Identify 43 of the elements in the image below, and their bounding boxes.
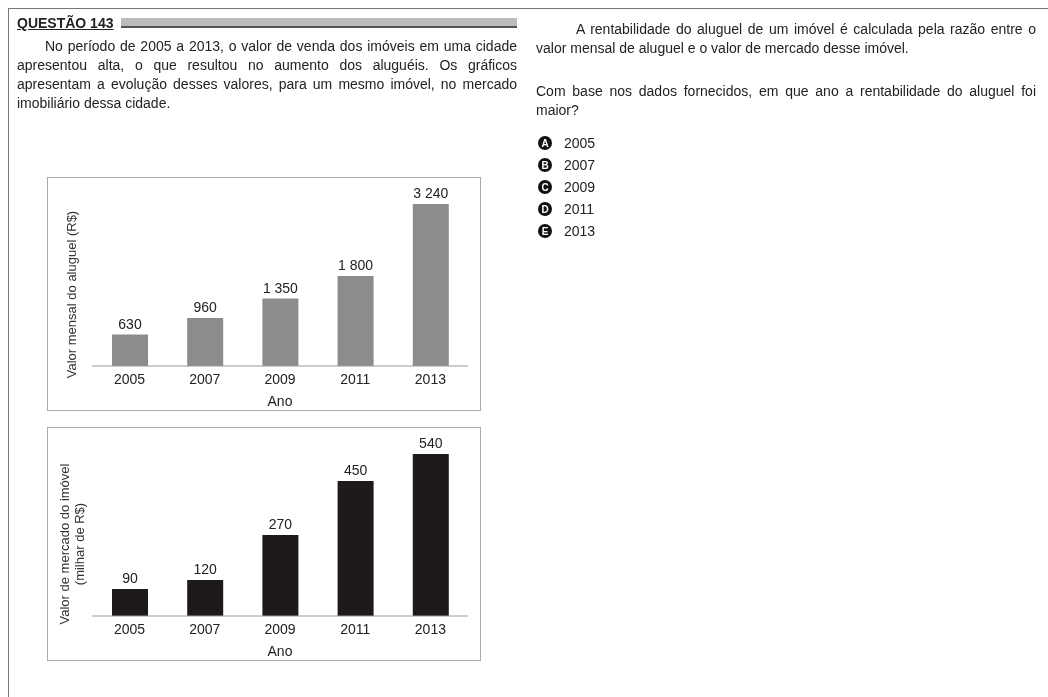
x-tick-label: 2013 <box>414 620 447 637</box>
x-tick-label: 2007 <box>189 620 221 637</box>
data-label: 1 800 <box>338 257 374 273</box>
bar <box>187 318 224 366</box>
chart-title: QUESTÃO 143 <box>17 15 114 31</box>
bar <box>337 276 374 366</box>
data-label: 630 <box>118 315 142 332</box>
text: B 2007 <box>541 157 596 173</box>
x-tick-label: 2011 <box>340 370 371 387</box>
data-label: 960 <box>193 299 218 315</box>
data-label: 120 <box>193 561 218 577</box>
bar <box>112 334 148 366</box>
text: E 2013 <box>541 223 596 239</box>
bar <box>412 454 449 616</box>
text: A 2005 <box>541 135 596 151</box>
text: D 2011 <box>541 201 595 217</box>
data-label: 90 <box>122 570 138 586</box>
data-label: 540 <box>419 435 443 451</box>
data-label: 450 <box>343 462 368 478</box>
bar <box>262 298 299 366</box>
bar <box>112 589 148 616</box>
x-axis-title: Ano <box>267 393 293 409</box>
x-tick-label: 2007 <box>189 370 221 387</box>
x-tick-label: 2013 <box>414 370 447 387</box>
x-tick-label: 2011 <box>340 620 371 637</box>
x-tick-label: 2005 <box>114 370 146 387</box>
text: Com base nos dados fornecidos, em que ano a rentabilidade do aluguel foi maior? <box>536 82 1036 120</box>
bar <box>337 481 374 616</box>
y-axis-title: Valor mensal do aluguel (R$) <box>64 210 80 378</box>
data-label: 3 240 <box>413 185 449 201</box>
x-tick-label: 2009 <box>264 370 296 387</box>
bar <box>412 204 449 366</box>
bar <box>187 580 224 616</box>
text: C 2009 <box>541 179 596 195</box>
bar <box>262 535 299 616</box>
x-axis-title: Ano <box>267 643 293 659</box>
x-tick-label: 2005 <box>114 620 146 637</box>
text: No período de 2005 a 2013, o valor de venda dos imóveis em uma cidade apresentou alta, o que resultou no aumento dos aluguéis. Os gráficos apresentam a evolução desses valores, para um mesmo imóvel, no mercado imobiliário dessa cidade. <box>17 37 517 113</box>
data-label: 1 350 <box>262 279 299 296</box>
data-label: 270 <box>268 516 293 532</box>
y-axis-title: Valor de mercado do imóvel (milhar de R$) <box>57 463 87 625</box>
text: A rentabilidade do aluguel de um imóvel é calculada pela razão entre o valor mensal de aluguel e o valor de mercado desse imóvel. <box>536 20 1036 58</box>
x-tick-label: 2009 <box>264 620 296 637</box>
